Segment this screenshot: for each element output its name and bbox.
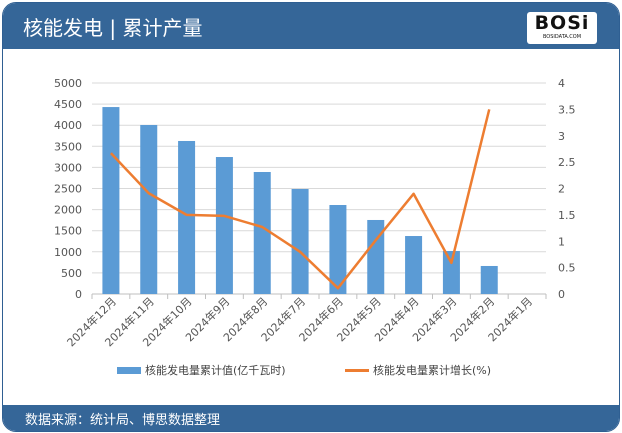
legend-label-line: 核能发电量累计增长(%) [373,364,492,377]
y-left-tick-label: 2000 [54,204,82,217]
growth-line [110,109,491,290]
y-right-tick-label: 1 [558,235,565,248]
y-right-tick-label: 3 [558,130,565,143]
y-right-tick-label: 2.5 [558,156,576,169]
y-left-tick-label: 3000 [54,161,82,174]
bar [329,205,347,294]
legend-item-line: 核能发电量累计增长(%) [345,362,491,378]
bar [253,171,271,294]
bosi-logo: BOSi BOSIDATA.COM [527,12,597,44]
bar [367,219,385,294]
footer-bar: 数据来源：统计局、博思数据整理 [3,405,619,431]
legend-swatch-bar [117,366,141,374]
legend-item-bar: 核能发电量累计值(亿千瓦时) [117,362,286,378]
bar [140,124,158,294]
y-left-tick-label: 1000 [54,246,82,259]
bar [480,265,498,294]
bar [442,250,460,294]
y-left-tick-label: 4500 [54,98,82,111]
y-left-tick-label: 5000 [54,77,82,90]
y-left-tick-label: 2500 [54,183,82,196]
y-left-tick-label: 500 [61,267,82,280]
logo-text: BOSi [534,12,590,34]
y-left-tick-label: 4000 [54,119,82,132]
y-right-tick-label: 4 [558,77,565,90]
y-right-tick-label: 2 [558,183,565,196]
bar [102,107,120,294]
bar [291,189,309,294]
page-title: 核能发电 | 累计产量 [23,16,203,40]
legend-label-bar: 核能发电量累计值(亿千瓦时) [145,364,286,377]
y-right-tick-label: 3.5 [558,103,576,116]
y-left-tick-label: 3500 [54,140,82,153]
y-right-tick-label: 0.5 [558,262,576,275]
header-bar: 核能发电 | 累计产量 BOSi BOSIDATA.COM [3,3,619,49]
logo-subtext: BOSIDATA.COM [542,34,582,40]
y-right-tick-label: 0 [558,288,565,301]
bar [215,157,233,294]
legend-swatch-line [345,368,369,372]
data-source: 数据来源：统计局、博思数据整理 [25,413,221,428]
bar [178,140,196,294]
y-left-tick-label: 1500 [54,225,82,238]
bar [405,236,423,294]
y-right-tick-label: 1.5 [558,209,576,222]
y-left-tick-label: 0 [75,288,82,301]
